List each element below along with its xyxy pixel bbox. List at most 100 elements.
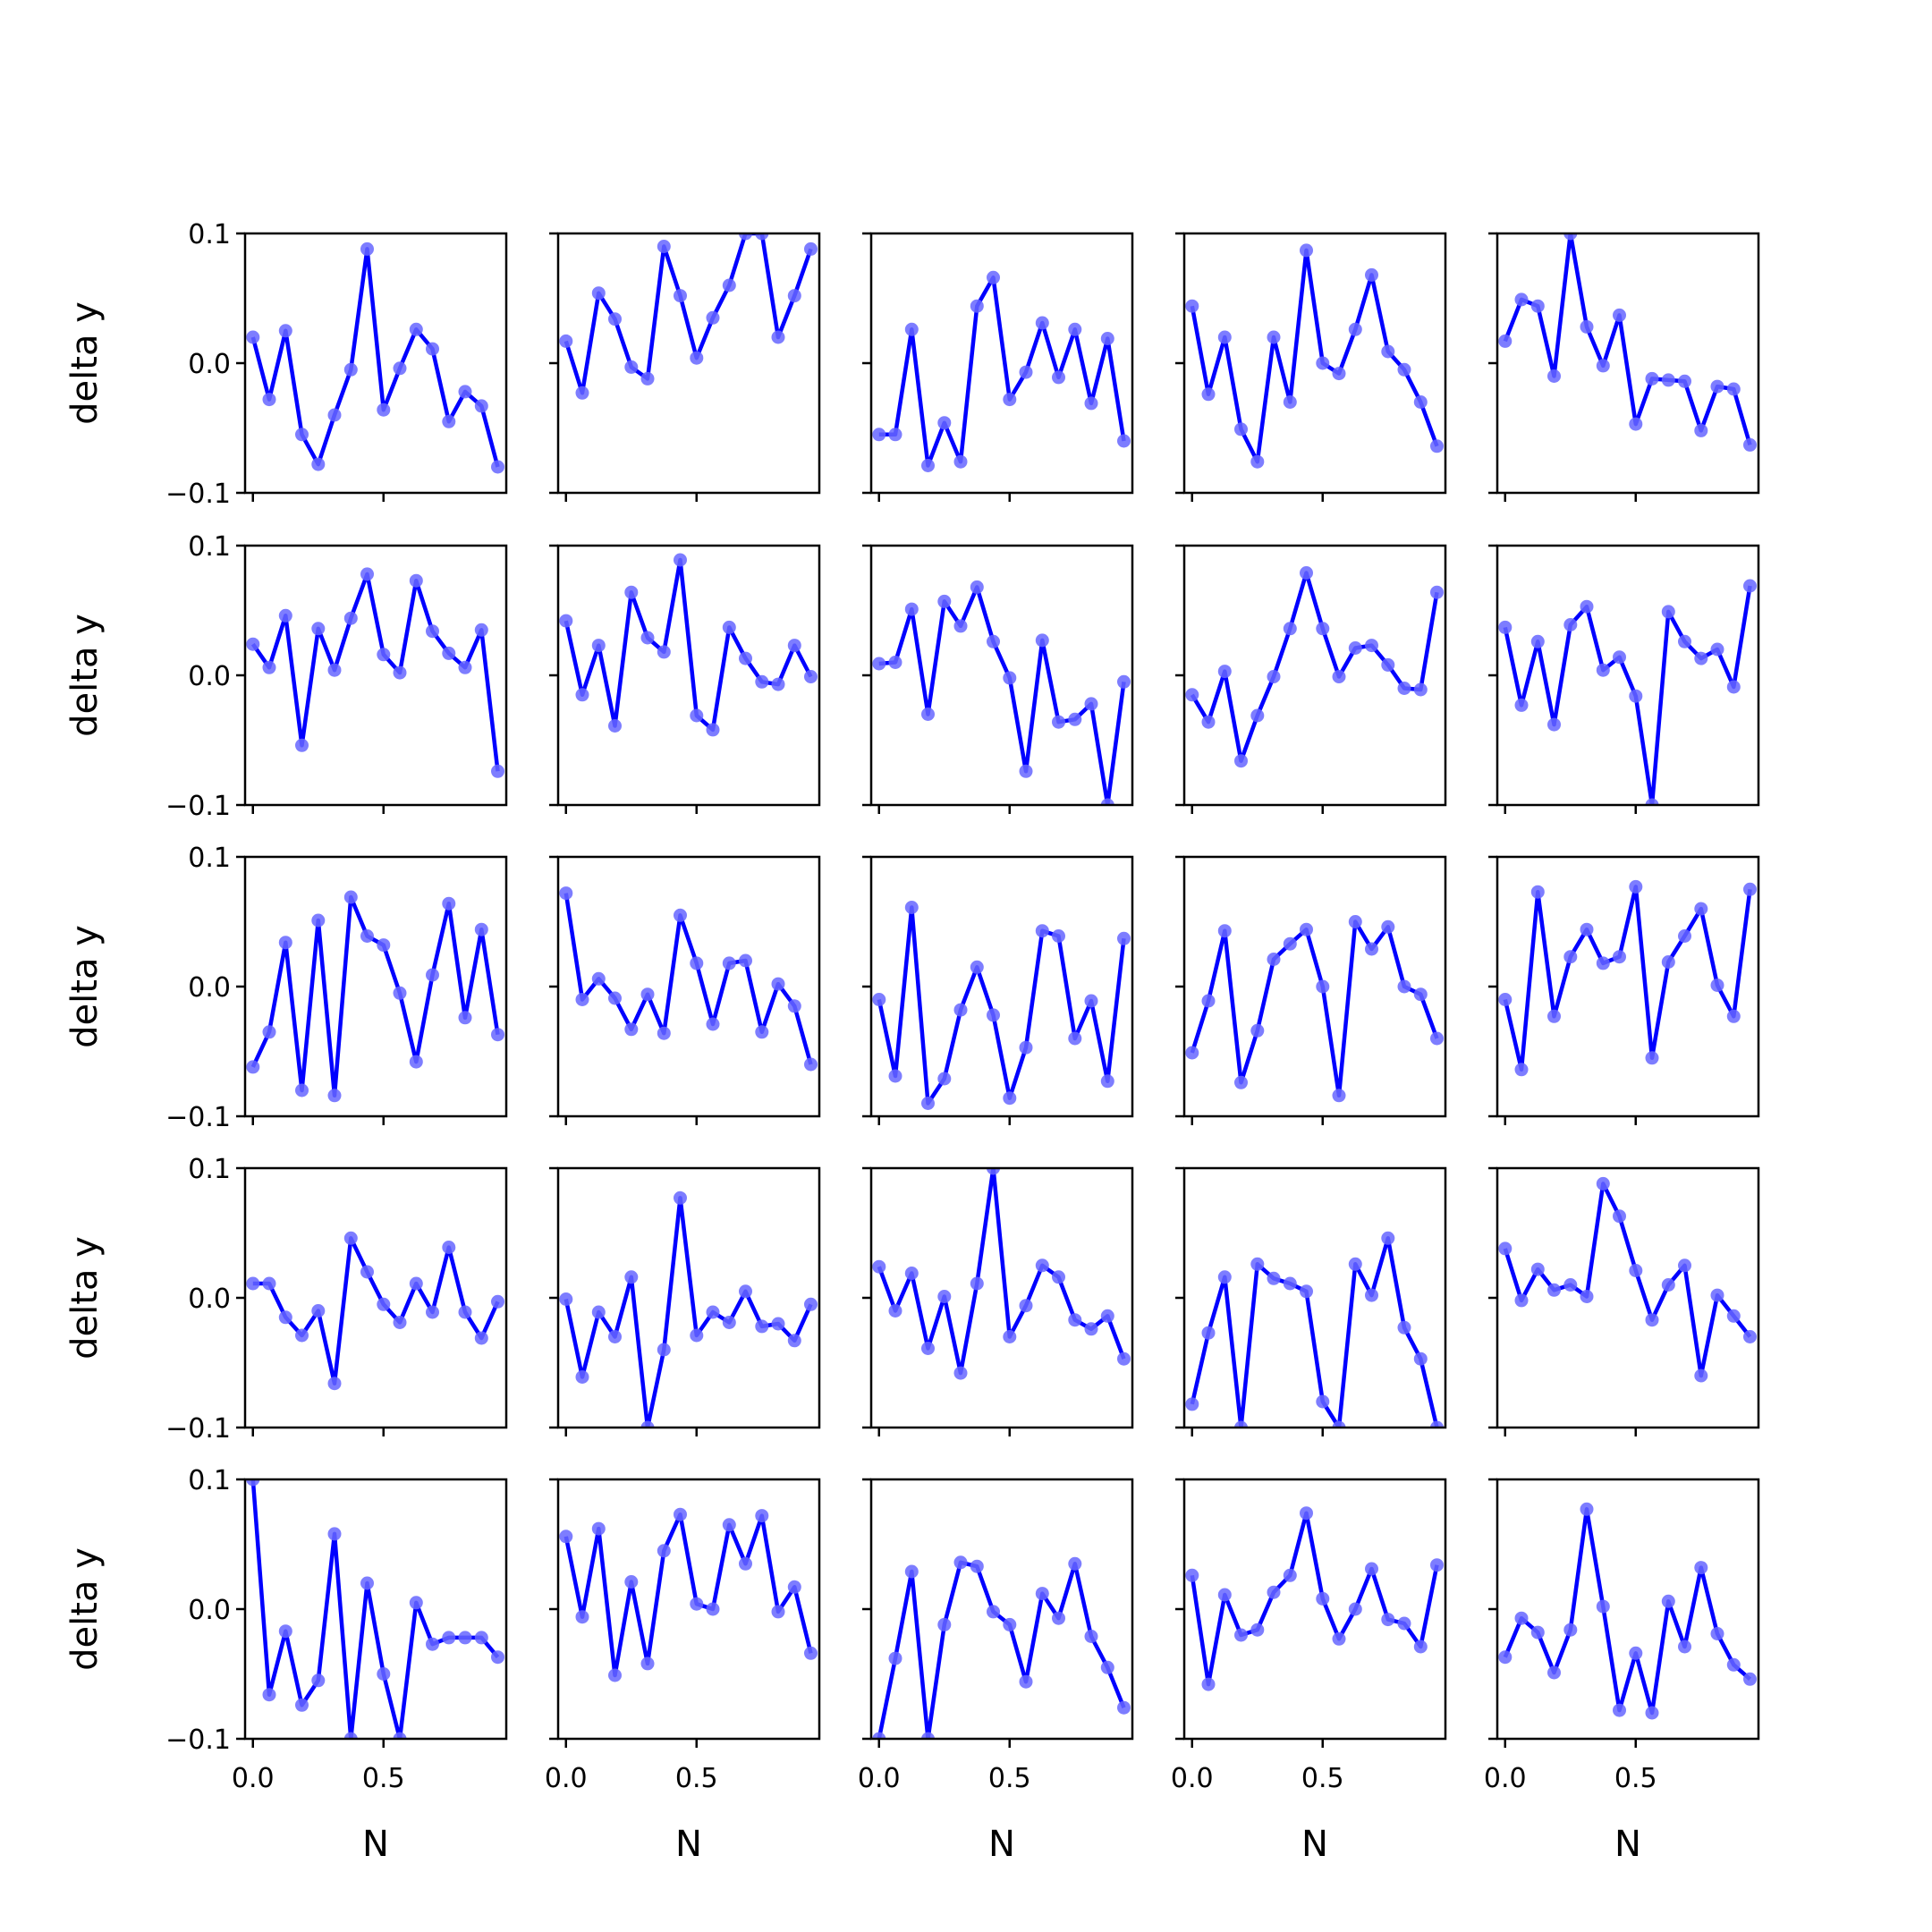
data-point (1694, 423, 1708, 437)
data-point (1710, 379, 1724, 394)
data-point (1084, 1630, 1098, 1643)
data-point (1217, 1270, 1232, 1284)
data-point (327, 1377, 342, 1391)
data-point (1100, 1309, 1114, 1323)
data-point (904, 1267, 919, 1280)
data-point (591, 1305, 606, 1319)
data-point (1413, 1640, 1428, 1654)
data-point (1052, 715, 1065, 729)
data-point (409, 1276, 423, 1291)
data-point (1250, 1623, 1265, 1637)
data-point (1084, 396, 1098, 411)
data-point (755, 233, 769, 241)
data-point (1661, 605, 1675, 619)
data-point (1596, 1176, 1610, 1191)
data-point (262, 393, 276, 407)
data-point (458, 660, 472, 674)
data-point (1234, 1420, 1248, 1428)
data-point (624, 360, 639, 374)
data-point (393, 986, 407, 1000)
data-point (311, 1304, 326, 1318)
data-point (888, 1304, 902, 1318)
data-point (327, 663, 342, 677)
data-point (1052, 1611, 1065, 1625)
series-line (1503, 1182, 1752, 1378)
data-point (1365, 942, 1378, 956)
series-line (252, 1236, 500, 1385)
data-point (458, 1631, 472, 1645)
y-tick-label: 0.0 (188, 1595, 231, 1626)
data-point (474, 623, 488, 637)
y-tick-label: −0.1 (165, 1102, 231, 1133)
data-point (426, 1637, 439, 1651)
data-point (1661, 955, 1675, 969)
data-point (1300, 566, 1313, 580)
data-point (1316, 622, 1330, 636)
data-point (1694, 902, 1708, 916)
series-line (877, 905, 1126, 1106)
panel-3-2 (549, 855, 821, 1125)
series-group (872, 580, 1131, 805)
data-point (1217, 665, 1232, 679)
data-point (1514, 1063, 1529, 1077)
data-point (442, 896, 456, 911)
data-point (426, 968, 439, 982)
data-point (1267, 1585, 1281, 1599)
data-point (1381, 1231, 1395, 1245)
data-point (771, 677, 785, 691)
data-point (1381, 919, 1395, 934)
data-point (1629, 1264, 1643, 1277)
data-point (1019, 1674, 1033, 1689)
data-point (1530, 885, 1545, 899)
data-point (624, 585, 639, 599)
data-point (262, 660, 276, 674)
y-tick-label: 0.1 (188, 531, 231, 563)
data-point (1678, 1640, 1691, 1654)
data-point (474, 922, 488, 936)
data-point (608, 719, 622, 733)
data-point (1267, 1271, 1281, 1285)
series-group (246, 1231, 504, 1391)
data-point (343, 890, 358, 904)
data-point (888, 1651, 902, 1665)
data-point (1201, 387, 1216, 402)
series-group (246, 567, 504, 778)
data-point (937, 416, 952, 430)
data-point (706, 1602, 720, 1616)
series-line (878, 275, 1126, 468)
data-point (409, 1055, 423, 1069)
data-point (491, 1028, 504, 1042)
data-point (1498, 620, 1513, 634)
series-line (1190, 571, 1439, 763)
data-point (591, 286, 606, 301)
series-group (1498, 879, 1757, 1077)
data-point (1397, 682, 1411, 695)
data-point (674, 1191, 687, 1205)
data-point (706, 310, 720, 325)
data-point (1117, 434, 1131, 448)
data-point (953, 1003, 968, 1017)
data-point (787, 639, 801, 653)
data-point (657, 1343, 671, 1357)
data-point (295, 738, 309, 752)
panel-2-2 (549, 544, 821, 814)
data-point (787, 289, 801, 303)
data-point (1547, 1009, 1561, 1023)
data-point (1250, 708, 1265, 723)
data-point (1267, 953, 1281, 966)
data-point (295, 1698, 309, 1712)
panel-4-4 (1175, 1166, 1447, 1436)
data-point (1283, 1568, 1297, 1582)
data-point (1201, 1677, 1216, 1691)
data-point (1316, 1394, 1330, 1409)
x-tick-label: 0.0 (232, 1763, 275, 1794)
data-point (575, 993, 589, 1006)
data-point (1710, 642, 1724, 657)
data-point (872, 1732, 886, 1739)
data-point (755, 1025, 769, 1039)
data-point (937, 1617, 952, 1631)
data-point (1563, 233, 1578, 241)
data-point (1580, 1290, 1594, 1303)
y-tick-label: −0.1 (165, 1724, 231, 1756)
